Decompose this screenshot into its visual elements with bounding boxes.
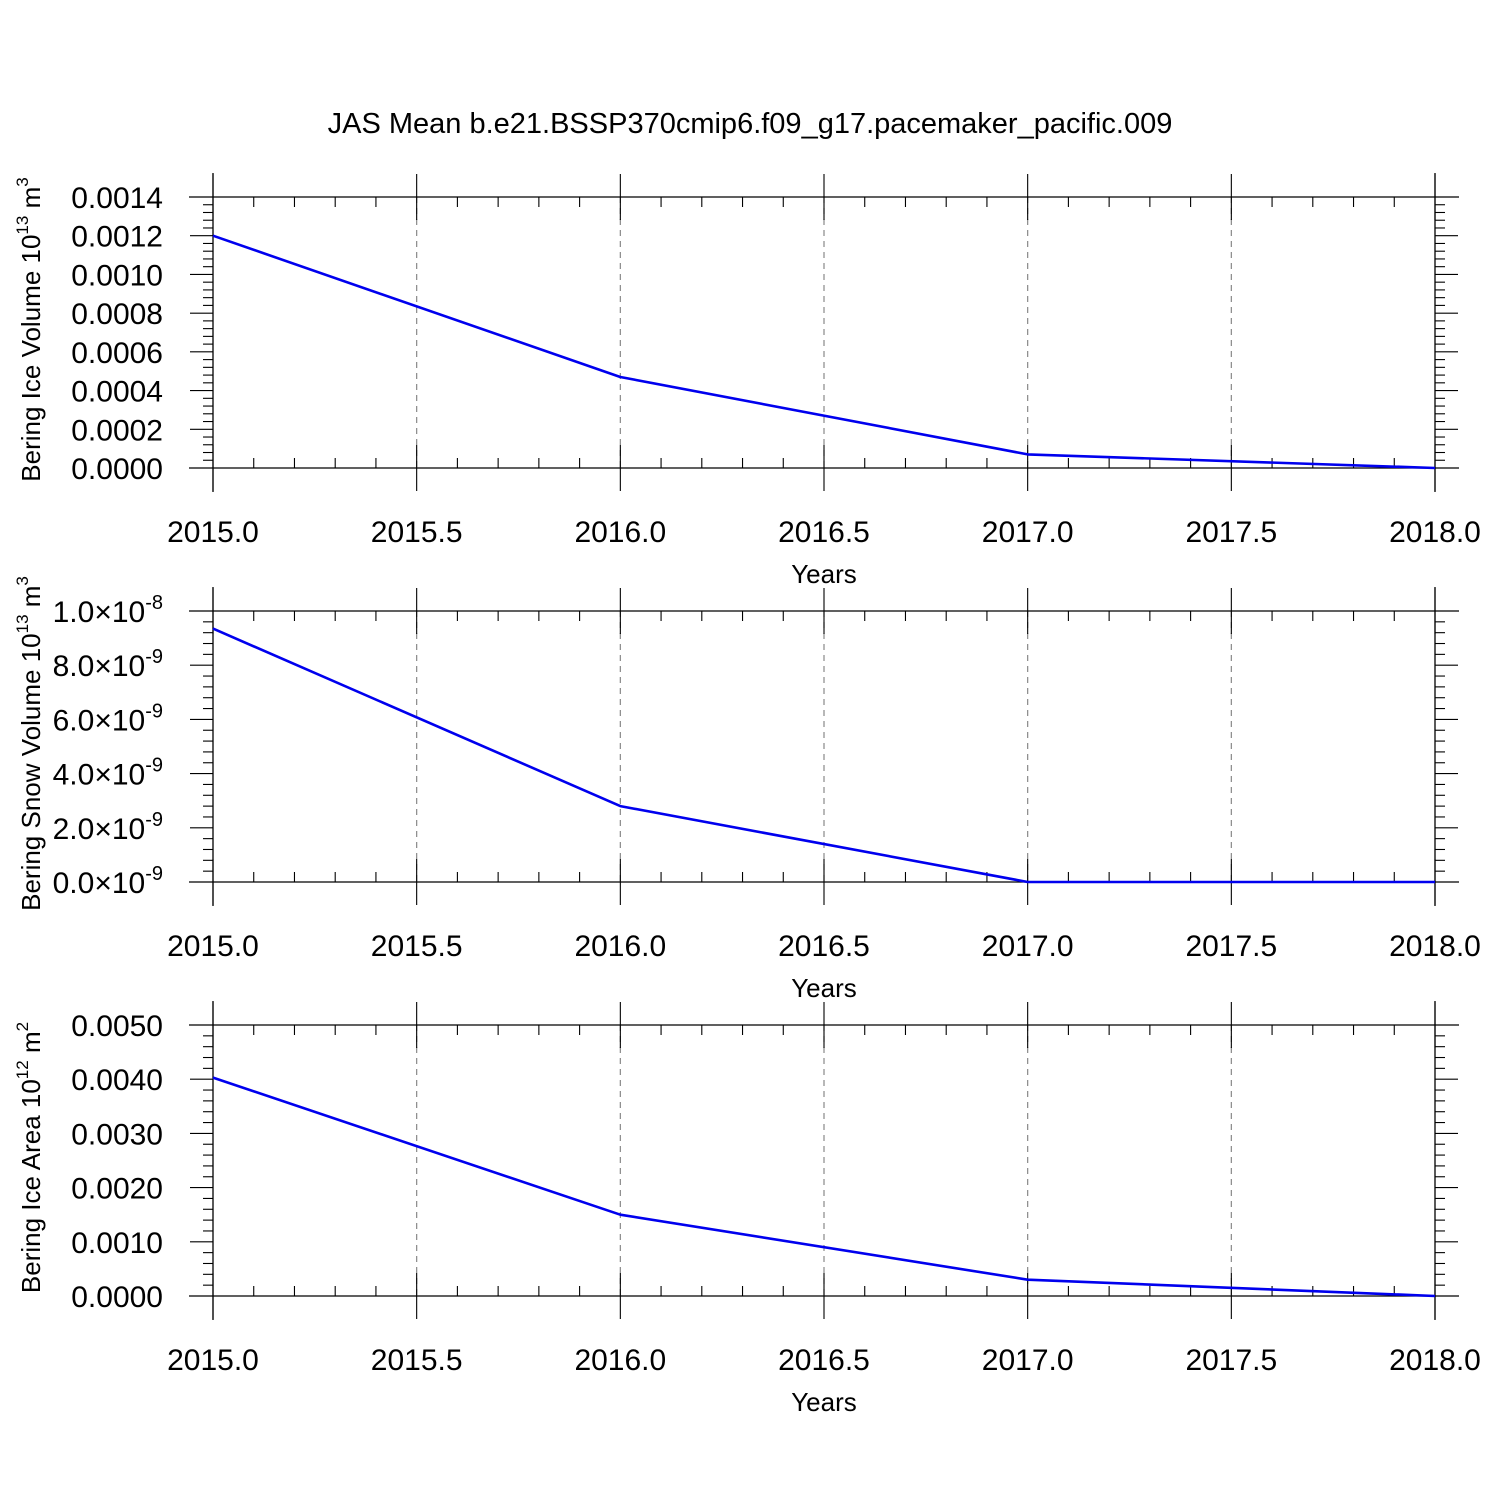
x-tick-label: 2016.0 (574, 930, 666, 963)
x-tick-label: 2015.5 (371, 1344, 463, 1377)
series-line (212, 234, 1436, 470)
y-axis-title: Bering Ice Area 1012 m2 (13, 1022, 46, 1293)
x-tick-label: 2018.0 (1389, 516, 1481, 549)
x-tick-label: 2015.0 (167, 1344, 259, 1377)
x-tick-label: 2017.5 (1185, 930, 1277, 963)
y-tick-label: 4.0×10-9 (53, 755, 163, 792)
y-tick-label: 0.0×10-9 (53, 863, 163, 900)
y-axis-title: Bering Ice Volume 1013 m3 (13, 177, 46, 481)
x-tick-label: 2017.0 (982, 516, 1074, 549)
y-tick-label: 1.0×10-8 (53, 592, 163, 629)
y-tick-label: 0.0014 (71, 182, 163, 215)
y-axis-title: Bering Snow Volume 1013 m3 (13, 576, 46, 911)
y-tick-label: 0.0010 (71, 259, 163, 292)
y-tick-label: 0.0006 (71, 337, 163, 370)
y-tick-label: 0.0000 (71, 1281, 163, 1314)
x-tick-label: 2016.5 (778, 930, 870, 963)
x-axis-title: Years (791, 559, 857, 589)
y-tick-label: 0.0000 (71, 453, 163, 486)
y-tick-label: 0.0020 (71, 1173, 163, 1206)
y-tick-label: 0.0010 (71, 1227, 163, 1260)
y-tick-label: 0.0040 (71, 1064, 163, 1097)
series-line (212, 627, 1435, 884)
x-tick-label: 2016.0 (574, 516, 666, 549)
y-tick-label: 0.0002 (71, 414, 163, 447)
y-tick-label: 0.0012 (71, 221, 163, 254)
y-tick-label: 0.0050 (71, 1010, 163, 1043)
x-tick-label: 2015.0 (167, 516, 259, 549)
chart-panel-2: 2015.0 2015.5 2016.0 2016.5 2017.0 2017.5 2018… (13, 576, 1481, 1003)
chart-title: JAS Mean b.e21.BSSP370cmip6.f09_g17.pace… (328, 108, 1173, 140)
y-tick-label: 0.0008 (71, 298, 163, 331)
x-tick-label: 2018.0 (1389, 930, 1481, 963)
y-tick-label: 0.0030 (71, 1118, 163, 1151)
x-tick-label: 2017.5 (1185, 1344, 1277, 1377)
x-tick-label: 2017.5 (1185, 516, 1277, 549)
y-tick-label: 0.0004 (71, 376, 163, 409)
x-axis-title: Years (791, 973, 857, 1003)
series-line (212, 1076, 1436, 1298)
x-tick-label: 2017.0 (982, 930, 1074, 963)
y-tick-label: 8.0×10-9 (53, 646, 163, 683)
chart-panel-1: 2015.0 2015.5 2016.0 2016.5 2017.0 2017.5 2018… (13, 173, 1481, 589)
x-tick-label: 2016.5 (778, 516, 870, 549)
x-tick-label: 2018.0 (1389, 1344, 1481, 1377)
x-axis-title: Years (791, 1387, 857, 1417)
x-tick-label: 2015.0 (167, 930, 259, 963)
x-tick-label: 2017.0 (982, 1344, 1074, 1377)
x-tick-label: 2015.5 (371, 516, 463, 549)
y-tick-label: 6.0×10-9 (53, 700, 163, 737)
x-tick-label: 2016.0 (574, 1344, 666, 1377)
chart-panel-3: 2015.0 2015.5 2016.0 2016.5 2017.0 2017.5 2018… (13, 1001, 1481, 1417)
x-tick-label: 2016.5 (778, 1344, 870, 1377)
x-tick-label: 2015.5 (371, 930, 463, 963)
y-tick-label: 2.0×10-9 (53, 809, 163, 846)
